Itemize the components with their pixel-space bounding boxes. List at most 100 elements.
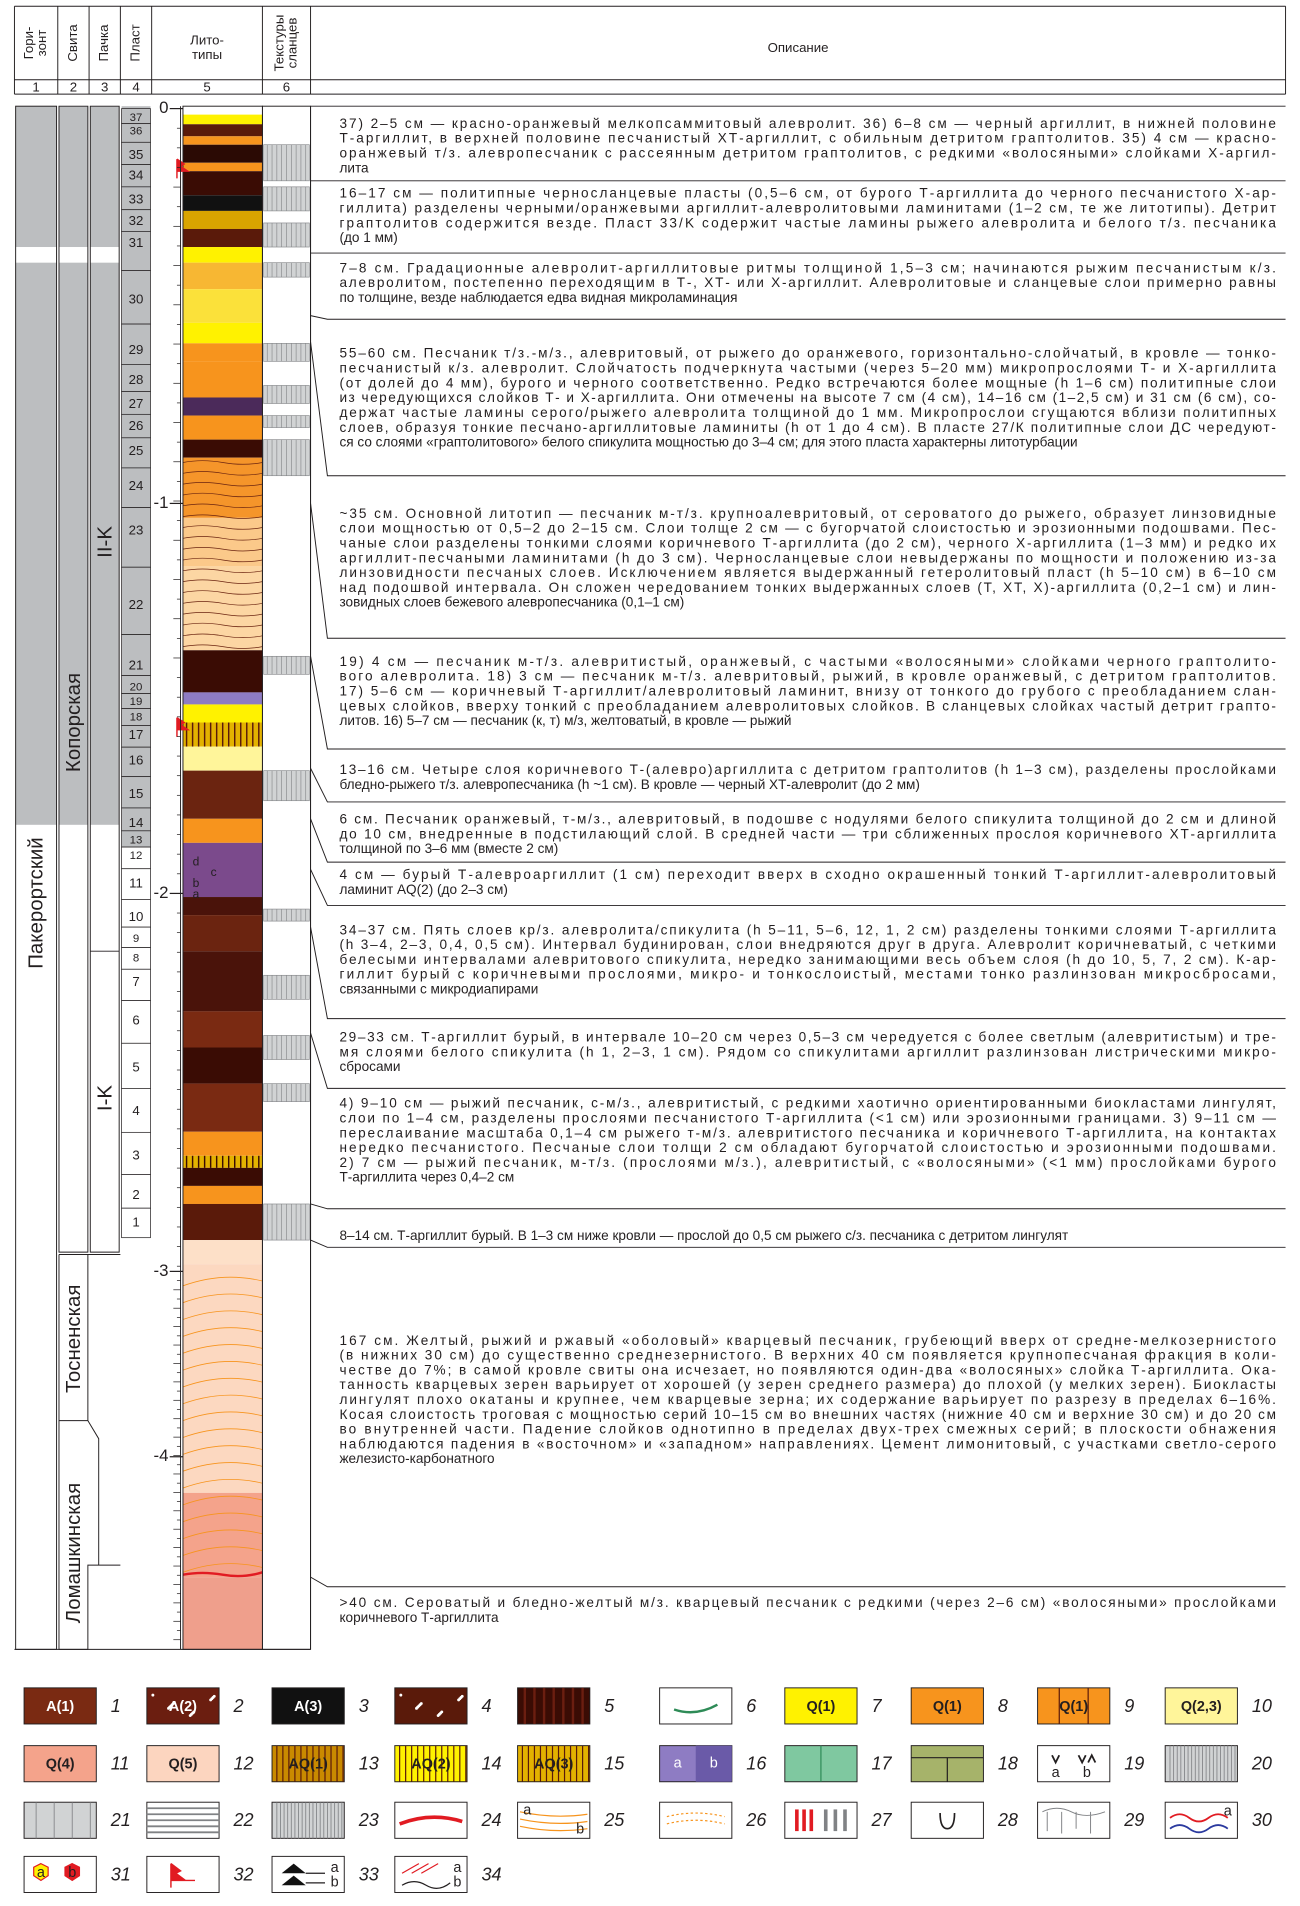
lithology-band (183, 1577, 262, 1649)
legend-swatch (1038, 1802, 1110, 1838)
bed-number: 1 (132, 1215, 139, 1230)
description-line: 19) 4 см — песчаник м-т/з. алевритистый,… (339, 654, 1275, 669)
legend-label: Q(4) (46, 1757, 75, 1773)
description-line: мя слоями белого спикулита (h 1, 2–3, 1 … (339, 1044, 1275, 1059)
lithology-band (183, 1240, 262, 1264)
legend-label: Q(1) (806, 1699, 835, 1715)
lithology-band (183, 289, 262, 323)
legend-number: 30 (1252, 1810, 1272, 1830)
legend-number: 19 (1124, 1754, 1144, 1774)
legend-letter: a (1224, 1804, 1233, 1820)
legend-number: 34 (481, 1864, 501, 1884)
bed-number: 29 (129, 342, 144, 357)
column-number: 1 (32, 80, 39, 95)
legend-number: 24 (480, 1810, 501, 1830)
dot (457, 1698, 460, 1701)
column-title: Описание (768, 40, 829, 55)
legend-swatch (272, 1802, 344, 1838)
depth-label: -3 (154, 1261, 169, 1280)
column-title: типы (192, 47, 222, 62)
legend-letter: a (523, 1802, 532, 1818)
legend-number: 16 (746, 1754, 767, 1774)
legend-number: 32 (234, 1864, 254, 1884)
bed-number: 4 (132, 1103, 139, 1118)
sub-bed-letter: d (193, 854, 200, 868)
legend-number: 22 (233, 1810, 254, 1830)
description-line: ся со слоями «граптолитового» белого спи… (339, 435, 1077, 450)
legend-label: AQ(3) (534, 1757, 573, 1773)
legend-letter: b (331, 1875, 339, 1891)
description-line: Т-аргиллита через 0,4–2 см (339, 1170, 514, 1185)
dot (399, 1694, 402, 1697)
legend-number: 20 (1251, 1754, 1272, 1774)
legend-number: 29 (1123, 1810, 1144, 1830)
description-line: до 10 см, внедренные в подстилающий слой… (339, 826, 1276, 841)
bed-number: 22 (129, 597, 144, 612)
depth-label: -2 (154, 883, 169, 902)
legend-number: 25 (603, 1810, 625, 1830)
dot (415, 1707, 418, 1710)
lithology-band (183, 163, 262, 171)
description-line: железисто-карбонатного (339, 1451, 494, 1466)
legend-label: A(1) (46, 1699, 74, 1715)
description-line: (h 3–4, 2–3, 0,4, 0,5 см). Интервал буди… (339, 937, 1275, 952)
lithology-band (183, 145, 262, 163)
description-line: толщиной по 3–6 мм (вместе 2 см) (339, 841, 558, 856)
legend-letter: b (68, 1865, 76, 1881)
description-line: 7–8 см. Градационные алевролит-аргиллито… (339, 260, 1275, 275)
description-line: лита (339, 160, 369, 175)
legend-swatch (1165, 1746, 1237, 1782)
bed-number: 5 (132, 1059, 139, 1074)
description-line: сбросами (339, 1059, 400, 1074)
bed-number: 25 (129, 443, 144, 458)
description-line: держат частые ламины серого/рыжего алевр… (339, 405, 1276, 420)
legend-letter: b (453, 1875, 461, 1891)
legend-number: 4 (481, 1696, 491, 1716)
figure: Гори-зонт1Свита2Пачка3Пласт4Лито-типы5Те… (0, 0, 1300, 1906)
description-line: (до 1 мм) (339, 230, 397, 245)
description-line: связанными с микродиапирами (339, 982, 538, 997)
bed-number: 24 (129, 478, 144, 493)
lithology-band (183, 1204, 262, 1240)
bed-number: 16 (129, 753, 144, 768)
bed-number: 34 (129, 168, 144, 183)
shading (16, 263, 57, 825)
bed-number: 31 (129, 235, 144, 250)
lithology-band (183, 247, 262, 263)
lithology-band (183, 692, 262, 704)
lithology-band (183, 819, 262, 843)
legend-number: 23 (358, 1810, 379, 1830)
description-line: зовидных слоев бежевого алевропесчаника … (339, 595, 684, 610)
formation-name: Тосненская (62, 1285, 85, 1394)
legend-number: 1 (111, 1696, 121, 1716)
lithology-band (183, 458, 262, 518)
legend-letter: b (576, 1822, 584, 1838)
dot (151, 1694, 154, 1697)
lithology-band (183, 361, 262, 397)
bed-number: 19 (130, 696, 143, 708)
legend-label: A(2) (169, 1699, 197, 1715)
legend-number: 31 (111, 1864, 131, 1884)
legend-label: Q(1) (933, 1699, 962, 1715)
lithology-band (183, 124, 262, 136)
description-line: наблюдаются падения в «восточном» и «зап… (339, 1436, 1275, 1451)
lithology-band (183, 1011, 262, 1047)
legend-number: 7 (871, 1696, 882, 1716)
bed-number: 27 (129, 396, 144, 411)
legend-number: 14 (481, 1754, 501, 1774)
dot (209, 1698, 212, 1701)
legend-label: Q(1) (1059, 1699, 1088, 1715)
dot (437, 1714, 440, 1717)
legend-swatch (147, 1856, 219, 1892)
legend-swatch (395, 1688, 467, 1724)
description-line: цевых слойков, вверху тонкий с преоблада… (339, 698, 1275, 713)
column-title: зонт (34, 30, 49, 57)
description-line: Косая слоистость троговая с мощностью се… (339, 1407, 1275, 1422)
legend-number: 5 (604, 1696, 615, 1716)
legend-label: AQ(2) (411, 1757, 450, 1773)
lithology-band (183, 771, 262, 819)
member-name: I-K (93, 1085, 116, 1111)
bed-number: 7 (132, 974, 139, 989)
column-number: 2 (70, 80, 77, 95)
lithology-band (183, 951, 262, 1011)
